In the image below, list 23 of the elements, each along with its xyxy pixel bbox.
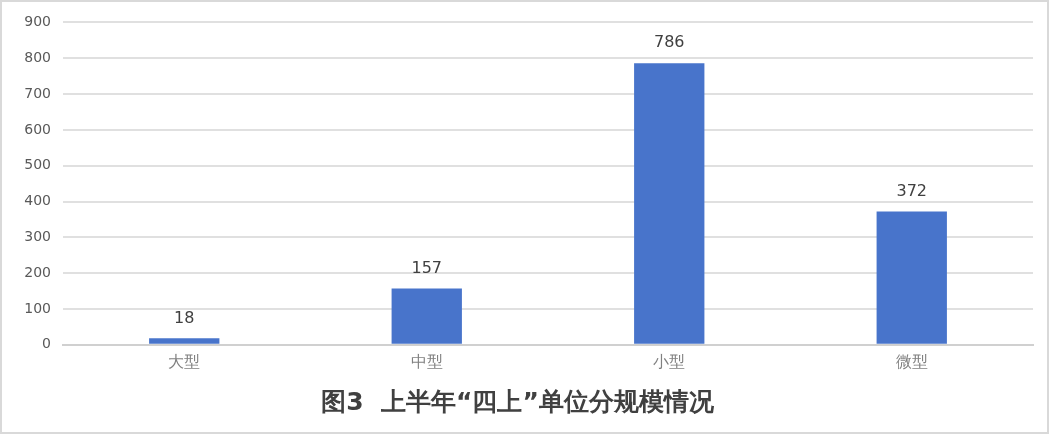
bar — [149, 338, 220, 344]
text: 图3 上半年“四上”单位分规模情况 — [321, 386, 715, 416]
x-tick-label: 微型 — [895, 351, 928, 371]
y-tick-label: 100 — [24, 299, 51, 316]
bar — [634, 63, 705, 344]
x-tick-label: 大型 — [168, 351, 201, 371]
data-label: 157 — [411, 257, 443, 277]
y-tick-label: 900 — [24, 13, 51, 30]
bar — [876, 211, 947, 344]
y-tick-label: 600 — [24, 120, 51, 137]
bar — [391, 288, 462, 344]
y-tick-label: 400 — [24, 192, 51, 209]
x-tick-label: 中型 — [410, 351, 443, 371]
y-tick-label: 500 — [24, 156, 51, 173]
data-label: 372 — [896, 180, 928, 200]
data-label: 18 — [174, 307, 195, 327]
x-tick-label: 小型 — [653, 351, 686, 371]
y-tick-label: 700 — [24, 84, 51, 101]
data-label: 786 — [653, 32, 685, 52]
y-tick-label: 800 — [24, 48, 51, 65]
y-tick-label: 200 — [24, 263, 51, 280]
y-tick-label: 300 — [24, 227, 51, 244]
y-tick-label: 0 — [42, 335, 51, 352]
